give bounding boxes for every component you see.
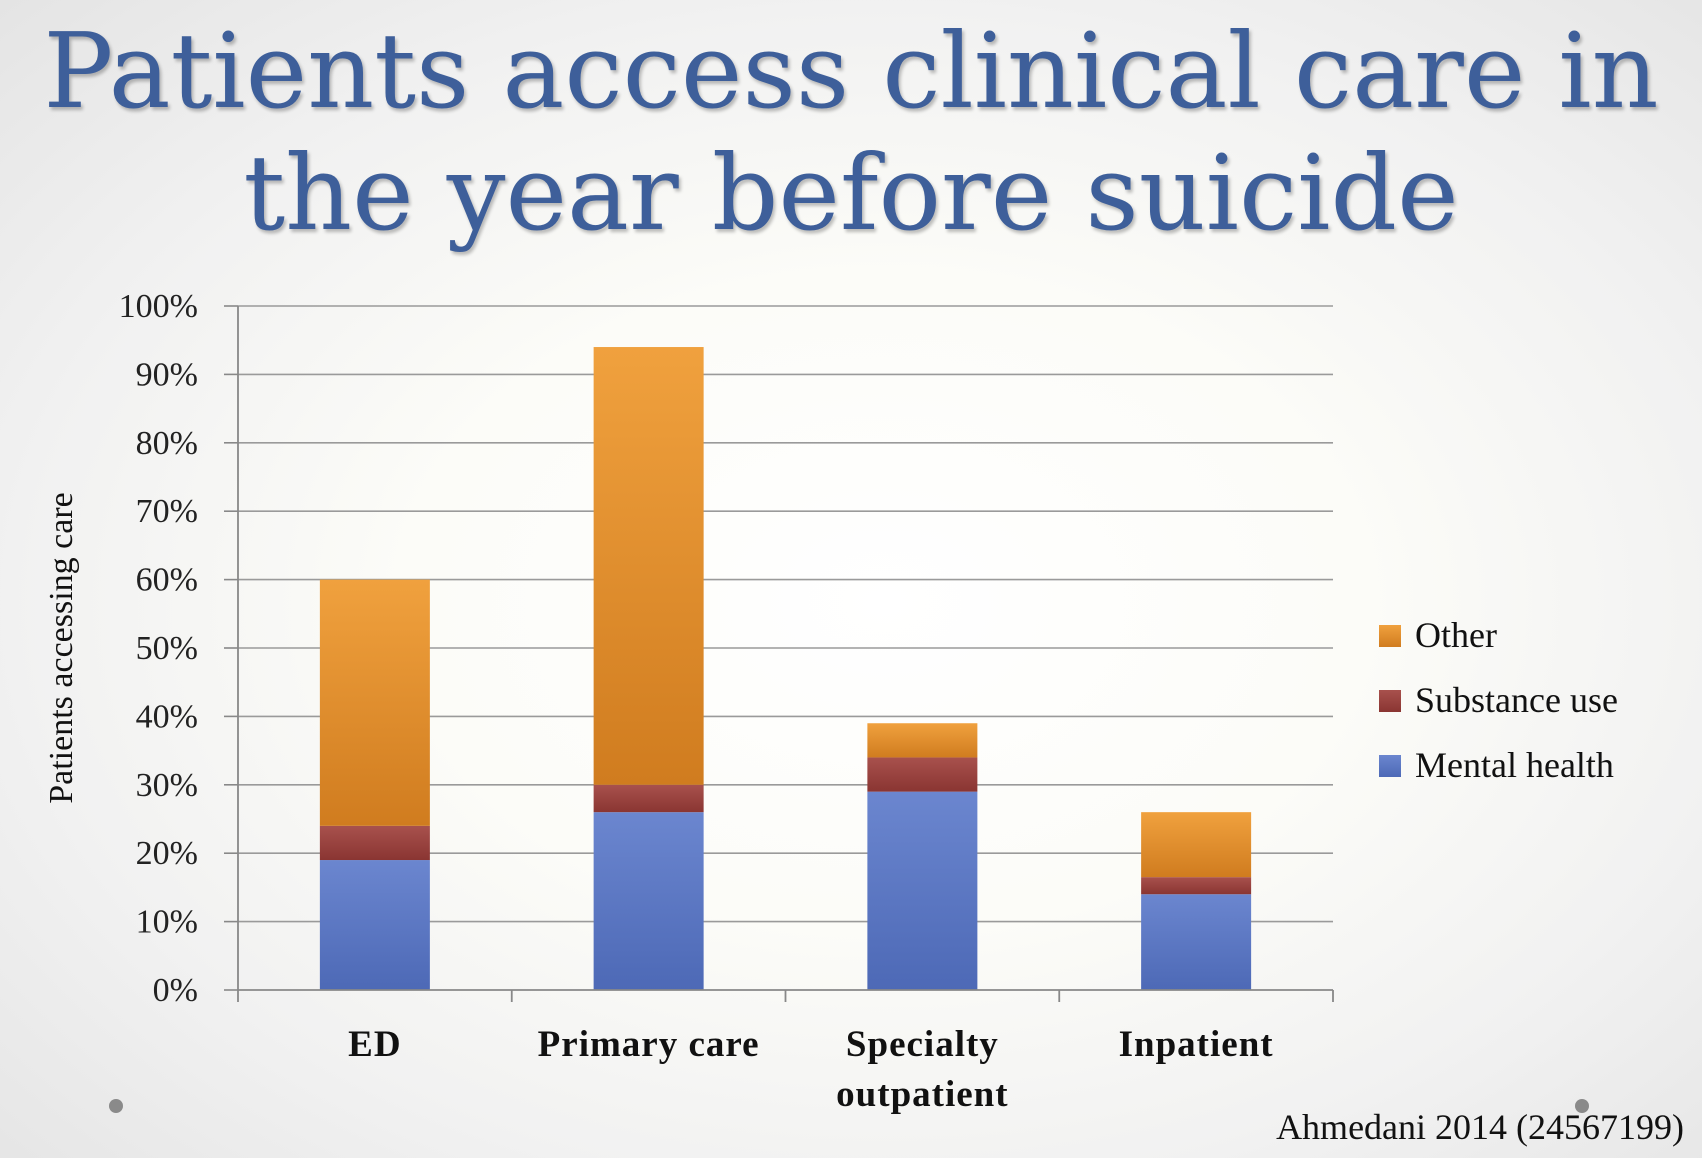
bar-other-0 bbox=[319, 579, 430, 826]
legend: Other Substance use Mental health bbox=[1379, 615, 1618, 785]
legend-swatch-other bbox=[1379, 625, 1401, 647]
legend-label-other: Other bbox=[1415, 615, 1497, 655]
y-tick-label: 10% bbox=[136, 904, 198, 941]
axes bbox=[237, 306, 1334, 1002]
bar-other-1 bbox=[593, 347, 704, 785]
y-tick-label: 30% bbox=[136, 767, 198, 804]
bar-substance-use-0 bbox=[319, 825, 430, 861]
y-tick-label: 50% bbox=[136, 630, 198, 667]
x-category-label: Inpatient bbox=[1119, 1024, 1274, 1065]
bar-mental-health-2 bbox=[867, 791, 978, 990]
y-tick-label: 60% bbox=[136, 562, 198, 599]
legend-swatch-mental-health bbox=[1379, 755, 1401, 777]
y-tick-labels: 0% 10% 20% 30% 40% 50% 60% 70% 80% 90% 100% bbox=[119, 288, 198, 1009]
y-tick-label: 70% bbox=[136, 493, 198, 530]
slide-title: Patients access clinical care in the yea… bbox=[0, 10, 1702, 254]
y-axis-title: Patients accessing care bbox=[43, 492, 80, 804]
citation: Ahmedani 2014 (24567199) bbox=[1276, 1107, 1684, 1147]
x-category-label: Primary care bbox=[538, 1024, 760, 1065]
bar-other-2 bbox=[867, 723, 978, 758]
bars bbox=[319, 347, 1252, 990]
x-category-labels: ED Primary care Specialty outpatient Inpatie… bbox=[348, 1024, 1274, 1115]
bar-mental-health-1 bbox=[593, 812, 704, 990]
x-category-label: Specialty bbox=[846, 1024, 999, 1065]
bar-substance-use-1 bbox=[593, 784, 704, 813]
y-tick-label: 20% bbox=[136, 835, 198, 872]
y-tick-label: 0% bbox=[153, 972, 198, 1009]
legend-label-substance-use: Substance use bbox=[1415, 680, 1618, 720]
bar-other-3 bbox=[1141, 812, 1252, 878]
slide-nav-dot-left bbox=[109, 1099, 123, 1113]
bar-substance-use-3 bbox=[1141, 877, 1252, 895]
y-tick-label: 100% bbox=[119, 288, 198, 325]
bar-mental-health-3 bbox=[1141, 894, 1252, 990]
y-tick-label: 40% bbox=[136, 698, 198, 735]
slide-nav-dot-right bbox=[1575, 1099, 1589, 1113]
x-category-label: outpatient bbox=[836, 1074, 1008, 1115]
legend-swatch-substance-use bbox=[1379, 690, 1401, 712]
slide-title-line-2: the year before suicide bbox=[243, 132, 1459, 254]
y-tick-label: 80% bbox=[136, 425, 198, 462]
bar-mental-health-0 bbox=[319, 860, 430, 990]
x-category-label: ED bbox=[348, 1024, 401, 1065]
y-tick-label: 90% bbox=[136, 356, 198, 393]
bar-substance-use-2 bbox=[867, 757, 978, 792]
legend-label-mental-health: Mental health bbox=[1415, 745, 1614, 785]
slide-title-line-1: Patients access clinical care in bbox=[43, 10, 1659, 132]
